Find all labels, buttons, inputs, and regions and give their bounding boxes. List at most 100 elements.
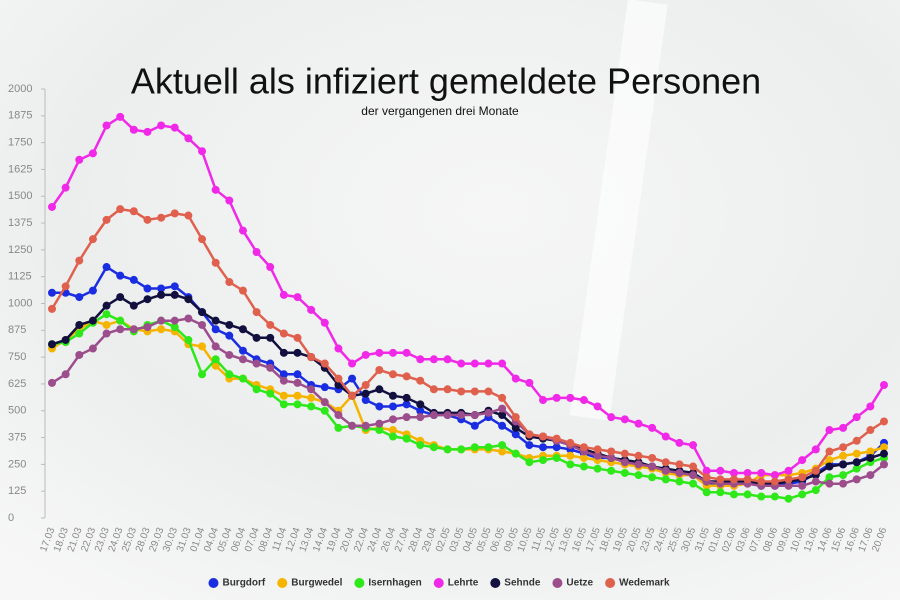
data-point — [784, 475, 793, 484]
data-point — [102, 121, 111, 130]
data-point — [293, 378, 302, 387]
y-tick-label: 875 — [8, 324, 26, 336]
data-point — [866, 453, 875, 462]
data-point — [661, 458, 670, 467]
data-point — [75, 293, 84, 302]
data-point — [593, 451, 602, 460]
data-point — [252, 359, 261, 368]
y-tick-label: 1875 — [8, 110, 32, 122]
data-point — [375, 419, 384, 428]
data-point — [61, 370, 70, 379]
data-point — [825, 447, 834, 456]
data-point — [238, 226, 247, 235]
data-point — [416, 355, 425, 364]
data-point — [880, 381, 888, 390]
data-point — [388, 432, 397, 441]
data-point — [375, 402, 384, 411]
y-tick-label: 1250 — [8, 244, 32, 256]
data-point — [184, 134, 193, 143]
data-point — [143, 295, 152, 304]
data-point — [88, 344, 97, 353]
data-point — [757, 477, 766, 486]
data-point — [579, 443, 588, 452]
data-point — [648, 473, 657, 482]
data-point — [839, 479, 848, 488]
data-point — [293, 348, 302, 357]
data-point — [798, 473, 807, 482]
y-tick-label: 250 — [8, 458, 26, 470]
data-point — [388, 415, 397, 424]
legend: Burgdorf Burgwedel Isernhagen Lehrte Sehnde U… — [208, 578, 670, 589]
data-point — [416, 400, 425, 409]
data-point — [307, 393, 316, 402]
data-point — [634, 460, 643, 469]
data-point — [211, 185, 220, 194]
data-point — [361, 421, 370, 430]
data-point — [811, 477, 820, 486]
data-point — [702, 466, 711, 475]
data-point — [648, 462, 657, 471]
data-point — [648, 423, 657, 432]
data-point — [866, 471, 875, 480]
data-point — [661, 432, 670, 441]
data-point — [129, 125, 138, 134]
data-point — [388, 402, 397, 411]
data-point — [702, 473, 711, 482]
data-point — [238, 346, 247, 355]
y-tick-label: 750 — [8, 351, 26, 363]
data-point — [798, 456, 807, 465]
data-point — [880, 460, 888, 469]
data-point — [579, 462, 588, 471]
y-tick-label: 375 — [8, 431, 26, 443]
data-point — [416, 413, 425, 422]
data-point — [429, 385, 438, 394]
data-point — [716, 475, 725, 484]
data-point — [143, 127, 152, 136]
data-point — [443, 355, 452, 364]
data-point — [157, 284, 166, 293]
data-point — [811, 466, 820, 475]
data-point — [866, 402, 875, 411]
data-point — [634, 419, 643, 428]
data-point — [784, 481, 793, 490]
data-point — [320, 318, 329, 327]
data-point — [784, 466, 793, 475]
data-point — [839, 451, 848, 460]
data-point — [375, 348, 384, 357]
data-point — [470, 359, 479, 368]
data-point — [75, 155, 84, 164]
data-point — [61, 282, 70, 291]
data-point — [661, 475, 670, 484]
data-point — [839, 471, 848, 480]
data-point — [266, 333, 275, 342]
data-point — [634, 471, 643, 480]
data-point — [279, 391, 288, 400]
legend-item: Burgdorf — [208, 578, 266, 589]
data-point — [852, 464, 861, 473]
data-point — [252, 385, 261, 394]
data-point — [470, 387, 479, 396]
legend-swatch — [552, 578, 563, 588]
data-point — [498, 447, 507, 456]
data-point — [198, 147, 207, 156]
data-point — [511, 413, 520, 422]
data-point — [416, 376, 425, 385]
data-point — [689, 441, 698, 450]
data-point — [416, 406, 425, 415]
data-point — [470, 443, 479, 452]
data-point — [661, 466, 670, 475]
data-point — [866, 426, 875, 435]
data-point — [116, 205, 125, 214]
data-point — [211, 316, 220, 325]
data-point — [129, 325, 138, 334]
data-point — [620, 458, 629, 467]
data-point — [498, 421, 507, 430]
data-point — [361, 350, 370, 359]
data-point — [279, 329, 288, 338]
data-point — [184, 335, 193, 344]
data-point — [852, 449, 861, 458]
data-point — [634, 451, 643, 460]
legend-swatch — [354, 578, 365, 588]
data-point — [429, 443, 438, 452]
data-point — [279, 376, 288, 385]
